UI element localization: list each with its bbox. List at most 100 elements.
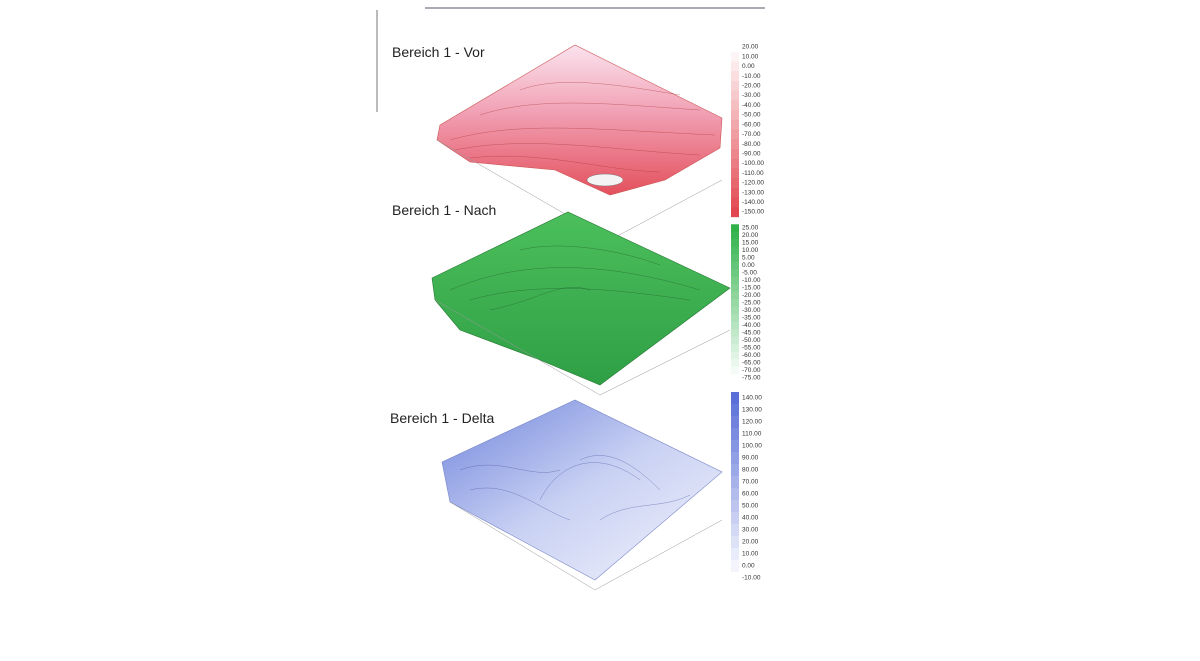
legend-label: -60.00 [742,352,761,359]
legend-label: -100.00 [742,160,764,167]
legend-label: -80.00 [742,141,761,148]
legend-label: 60.00 [742,491,759,498]
legend-label: 100.00 [742,443,762,450]
legend-label: 120.00 [742,419,762,426]
legend-label: -40.00 [742,322,761,329]
legend-label: -70.00 [742,131,761,138]
legend-label: -50.00 [742,112,761,119]
legend-swatch [731,366,739,375]
legend-swatch [731,239,739,248]
legend-swatch [731,261,739,270]
legend-swatch [731,548,739,561]
legend-label: -60.00 [742,121,761,128]
surface-nach [431,211,731,396]
legend-swatch [731,254,739,263]
legend-label: -10.00 [742,277,761,284]
plot-title: Bereich 1 - Delta [390,410,494,426]
legend-label: -25.00 [742,300,761,307]
legend-label: -35.00 [742,315,761,322]
legend-label: 70.00 [742,479,759,486]
legend-label: 40.00 [742,515,759,522]
legend-swatch [731,269,739,278]
legend-swatch [731,314,739,323]
legend-label: 0.00 [742,563,755,570]
legend-swatch [731,207,739,218]
legend-label: 10.00 [742,551,759,558]
legend-label: 20.00 [742,44,759,51]
legend-label: 0.00 [742,262,755,269]
legend-label: 90.00 [742,455,759,462]
legend-label: -10.00 [742,575,761,582]
legend-swatch [731,80,739,91]
legend-swatch [731,90,739,101]
legend-label: 50.00 [742,503,759,510]
legend-swatch [731,321,739,330]
legend-swatch [731,224,739,233]
legend-swatch [731,392,739,405]
plot-title: Bereich 1 - Vor [392,44,485,60]
legend-swatch [731,42,739,53]
surface-vor [436,44,723,241]
legend-swatch [731,284,739,293]
legend-swatch [731,512,739,525]
legend-swatch [731,231,739,240]
legend-label: -55.00 [742,345,761,352]
legend-swatch [731,119,739,130]
legend-label: -120.00 [742,180,764,187]
legend-label: -45.00 [742,330,761,337]
legend-swatch [731,148,739,159]
legend-swatch [731,306,739,315]
legend-label: -65.00 [742,360,761,367]
legend-label: 10.00 [742,247,759,254]
legend-label: -70.00 [742,367,761,374]
legend-label: -150.00 [742,209,764,216]
legend-swatch [731,246,739,255]
legend-swatch [731,336,739,345]
legend-label: -130.00 [742,189,764,196]
legend-label: 5.00 [742,255,755,262]
legend-label: -40.00 [742,102,761,109]
legend-swatch [731,488,739,501]
legend-swatch [731,276,739,285]
legend-label: 10.00 [742,53,759,60]
legend-swatch [731,374,739,383]
legend-swatch [731,560,739,573]
legend-swatch [731,178,739,189]
legend-swatch [731,572,739,585]
legend-swatch [731,524,739,537]
legend-swatch [731,158,739,169]
legend-label: -30.00 [742,307,761,314]
legend-swatch [731,51,739,62]
legend-swatch [731,291,739,300]
legend-label: -90.00 [742,150,761,157]
legend-label: -5.00 [742,270,757,277]
legend-label: 30.00 [742,527,759,534]
legend-label: 20.00 [742,232,759,239]
legend-label: 130.00 [742,407,762,414]
legend-swatch [731,344,739,353]
legend-swatch [731,476,739,489]
legend-swatch [731,197,739,208]
legend-label: 140.00 [742,395,762,402]
legend-label: -110.00 [742,170,764,177]
legend-label: 0.00 [742,63,755,70]
legend-label: 110.00 [742,431,762,438]
legend-label: 80.00 [742,467,759,474]
legend-swatch [731,536,739,549]
legend-swatch [731,428,739,441]
legend-swatch [731,187,739,198]
legend-swatch [731,129,739,140]
legend-swatch [731,440,739,453]
plot-title: Bereich 1 - Nach [392,202,496,218]
legend-swatch [731,61,739,72]
legend-label: -140.00 [742,199,764,206]
legend-swatch [731,464,739,477]
legend-swatch [731,110,739,121]
legend-swatch [731,452,739,465]
legend-swatch [731,168,739,179]
legend-label: -20.00 [742,83,761,90]
legend-swatch [731,139,739,150]
legend-swatch [731,329,739,338]
legend-label: -10.00 [742,73,761,80]
